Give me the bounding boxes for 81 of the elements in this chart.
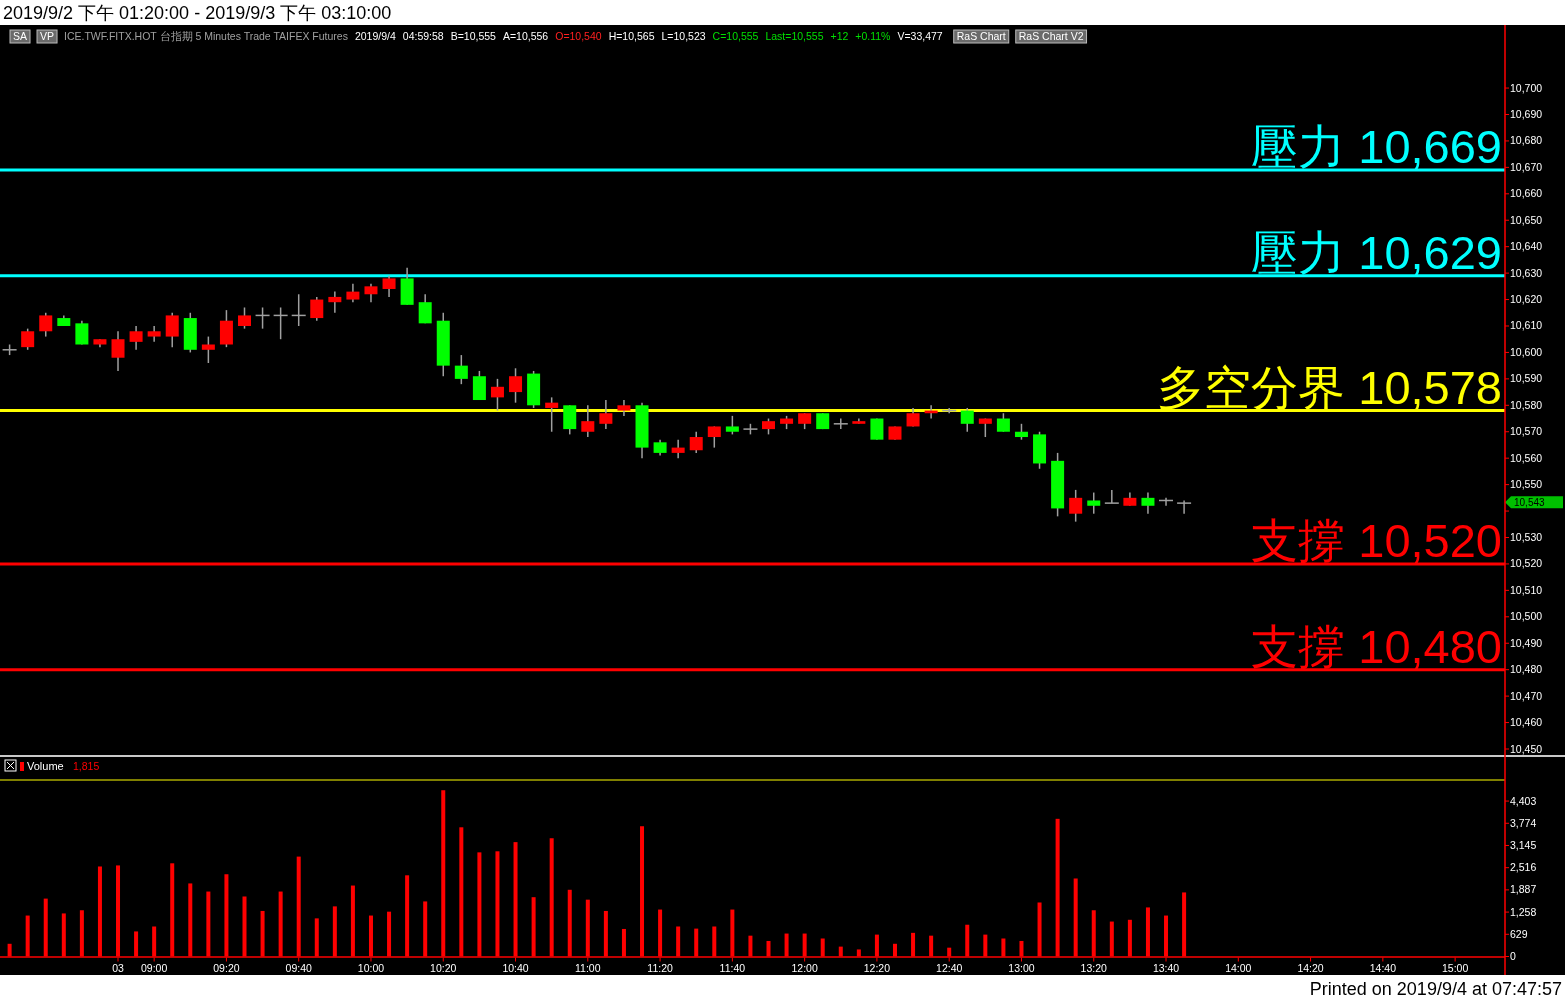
y-tick-label: 10,680 <box>1510 134 1543 147</box>
x-tick-label: 14:40 <box>1369 961 1397 974</box>
y-tick-label: 10,460 <box>1510 716 1543 729</box>
annotation: V=33,477 <box>897 30 943 42</box>
annotation: B=10,555 <box>450 30 497 42</box>
y-tick-label: 10,630 <box>1510 266 1543 279</box>
y-tick-label: 1,258 <box>1510 905 1537 918</box>
ref-line-label: 支撐 10,520 <box>1251 513 1502 567</box>
x-tick-label: 09:40 <box>285 961 312 974</box>
annotation: H=10,565 <box>608 30 655 42</box>
y-tick-label: 10,590 <box>1510 372 1543 385</box>
x-tick-label: 09:20 <box>213 961 240 974</box>
x-tick-label: 14:20 <box>1297 961 1324 974</box>
x-tick-label: 14:00 <box>1225 961 1252 974</box>
y-tick-label: 10,530 <box>1510 531 1543 543</box>
ref-line-label: 壓力 10,669 <box>1251 120 1502 174</box>
y-tick-label: 629 <box>1510 927 1528 940</box>
y-tick-label: 10,610 <box>1510 319 1543 332</box>
annotation: VP <box>40 30 55 42</box>
y-tick-label: 3,774 <box>1510 816 1537 829</box>
x-tick-label: 13:20 <box>1080 961 1108 974</box>
annotation: A=10,556 <box>502 30 549 42</box>
x-tick-label: 13:00 <box>1008 961 1035 974</box>
x-tick-label: 11:20 <box>647 961 673 974</box>
ref-line-label: 支撐 10,480 <box>1251 619 1502 673</box>
x-tick-label: 09:00 <box>141 961 168 974</box>
text: ICE.TWF.FITX.HOT 台指期 5 Minutes Trade TAIFEX Futures <box>64 30 348 42</box>
x-tick-label: 10:20 <box>430 961 457 974</box>
y-tick-label: 10,470 <box>1510 689 1543 702</box>
y-tick-label: 10,670 <box>1510 160 1543 173</box>
y-tick-label: 4,403 <box>1510 794 1537 807</box>
annotation: O=10,540 <box>555 30 602 42</box>
annotation: C=10,555 <box>712 30 759 42</box>
last-price-tag: 10,543 <box>1505 496 1563 509</box>
y-tick-label: 10,640 <box>1510 240 1543 253</box>
y-tick-label: 10,500 <box>1510 610 1543 623</box>
x-tick-label: 10:00 <box>357 961 385 974</box>
annotation: SA <box>13 30 28 42</box>
annotation: L=10,523 <box>661 30 706 42</box>
y-tick-label: 10,520 <box>1510 557 1543 570</box>
text: 1,815 <box>73 760 100 772</box>
y-tick-label: 10,700 <box>1510 81 1543 94</box>
y-tick-label: 10,580 <box>1510 398 1543 411</box>
y-tick-label: 10,490 <box>1510 636 1543 649</box>
annotation: RaS Chart V2 <box>1018 30 1084 42</box>
ref-line-label: 多空分界 10,578 <box>1157 360 1502 414</box>
y-tick-label: 10,480 <box>1510 663 1543 676</box>
x-tick-label: 03 <box>112 961 125 974</box>
annotation: RaS Chart <box>956 30 1006 42</box>
y-tick-label: 10,550 <box>1510 478 1543 491</box>
x-tick-label: 12:40 <box>936 961 963 974</box>
y-tick-label: 2,516 <box>1510 861 1537 874</box>
y-tick-label: 0 <box>1510 950 1516 962</box>
text: Printed on 2019/9/4 at 07:47:57 <box>1309 979 1562 999</box>
y-tick-label: 10,600 <box>1510 345 1543 358</box>
annotation: 2019/9/4 <box>354 30 396 42</box>
y-tick-label: 10,620 <box>1510 293 1543 306</box>
legend-label: Volume <box>27 760 64 772</box>
legend: Volume <box>4 759 64 772</box>
annotation: +12 <box>830 30 849 42</box>
y-tick-label: 10,510 <box>1510 583 1543 596</box>
x-tick-label: 12:20 <box>863 961 891 974</box>
annotation: Last=10,555 <box>765 30 824 42</box>
y-tick-label: 1,887 <box>1510 883 1537 896</box>
x-tick-label: 10:40 <box>502 961 529 974</box>
ref-line-label: 壓力 10,629 <box>1251 225 1502 279</box>
annotation: 04:59:58 <box>402 30 444 42</box>
x-tick-label: 11:40 <box>719 961 746 974</box>
x-tick-label: 12:00 <box>791 961 818 974</box>
y-tick-label: 3,145 <box>1510 838 1537 851</box>
y-tick-label: 10,450 <box>1510 742 1543 755</box>
y-tick-label: 10,570 <box>1510 425 1543 438</box>
x-tick-label: 15:00 <box>1441 961 1469 974</box>
y-tick-label: 10,560 <box>1510 451 1543 464</box>
chart-title: 2019/9/2 下午 01:20:00 - 2019/9/3 下午 03:10:00 <box>3 3 392 23</box>
annotation: +0.11% <box>855 30 891 42</box>
x-tick-label: 11:00 <box>575 961 601 974</box>
y-tick-label: 10,660 <box>1510 187 1543 200</box>
x-tick-label: 13:40 <box>1152 961 1180 974</box>
y-tick-label: 10,690 <box>1510 107 1543 120</box>
y-tick-label: 10,650 <box>1510 213 1543 226</box>
